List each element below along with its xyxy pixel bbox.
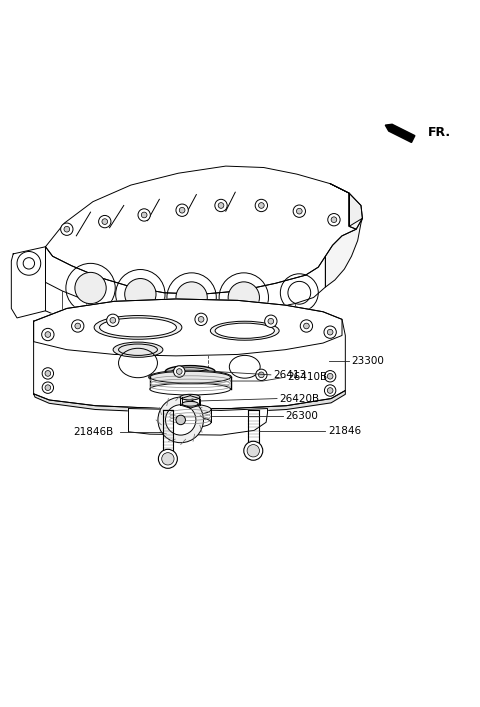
Circle shape bbox=[158, 397, 204, 443]
Ellipse shape bbox=[180, 395, 200, 400]
Circle shape bbox=[166, 404, 196, 435]
Circle shape bbox=[300, 320, 312, 332]
Circle shape bbox=[174, 366, 185, 378]
Text: 23300: 23300 bbox=[351, 356, 384, 366]
Circle shape bbox=[303, 323, 309, 329]
Text: FR.: FR. bbox=[427, 127, 451, 139]
Circle shape bbox=[328, 214, 340, 226]
Ellipse shape bbox=[149, 370, 232, 385]
Text: 26300: 26300 bbox=[285, 411, 318, 421]
Text: 26410B: 26410B bbox=[288, 372, 327, 382]
Text: 26420B: 26420B bbox=[279, 394, 320, 404]
Circle shape bbox=[324, 326, 336, 339]
Circle shape bbox=[45, 385, 51, 390]
Circle shape bbox=[45, 370, 51, 376]
Polygon shape bbox=[46, 247, 325, 315]
Polygon shape bbox=[12, 247, 46, 318]
Text: 26413: 26413 bbox=[273, 370, 306, 380]
Circle shape bbox=[102, 218, 108, 224]
Ellipse shape bbox=[113, 342, 163, 357]
Circle shape bbox=[42, 368, 54, 379]
Circle shape bbox=[327, 329, 333, 335]
Circle shape bbox=[42, 382, 54, 393]
Circle shape bbox=[255, 199, 267, 211]
Circle shape bbox=[247, 445, 260, 457]
Polygon shape bbox=[34, 299, 345, 409]
Ellipse shape bbox=[150, 383, 230, 395]
Circle shape bbox=[264, 315, 277, 327]
Ellipse shape bbox=[210, 321, 279, 340]
Circle shape bbox=[256, 369, 267, 380]
Circle shape bbox=[244, 441, 263, 460]
Circle shape bbox=[177, 368, 182, 375]
Ellipse shape bbox=[215, 323, 275, 339]
Circle shape bbox=[138, 209, 150, 221]
Circle shape bbox=[324, 370, 336, 382]
Text: 21846B: 21846B bbox=[73, 427, 113, 437]
Circle shape bbox=[327, 373, 333, 379]
Polygon shape bbox=[129, 409, 267, 435]
Polygon shape bbox=[34, 299, 342, 356]
Circle shape bbox=[141, 212, 147, 218]
Ellipse shape bbox=[150, 371, 230, 383]
Circle shape bbox=[268, 318, 274, 324]
Ellipse shape bbox=[182, 402, 198, 406]
Circle shape bbox=[195, 313, 207, 325]
Polygon shape bbox=[349, 193, 362, 229]
Circle shape bbox=[176, 415, 185, 425]
Circle shape bbox=[327, 387, 333, 393]
Circle shape bbox=[331, 217, 337, 223]
Circle shape bbox=[259, 372, 264, 378]
Text: 21846: 21846 bbox=[328, 426, 361, 436]
Circle shape bbox=[176, 282, 207, 313]
Ellipse shape bbox=[169, 417, 211, 428]
Circle shape bbox=[176, 204, 188, 216]
Circle shape bbox=[75, 323, 81, 329]
Circle shape bbox=[215, 199, 227, 211]
Circle shape bbox=[110, 317, 116, 323]
Circle shape bbox=[42, 328, 54, 341]
Ellipse shape bbox=[169, 404, 211, 415]
Circle shape bbox=[297, 209, 302, 214]
Polygon shape bbox=[46, 166, 362, 294]
Circle shape bbox=[75, 272, 106, 304]
Circle shape bbox=[293, 205, 305, 217]
Circle shape bbox=[107, 314, 119, 327]
Circle shape bbox=[179, 207, 185, 213]
Circle shape bbox=[72, 320, 84, 332]
Circle shape bbox=[198, 317, 204, 322]
Ellipse shape bbox=[165, 366, 215, 378]
Circle shape bbox=[125, 279, 156, 310]
Circle shape bbox=[45, 332, 51, 337]
Ellipse shape bbox=[99, 318, 177, 337]
Polygon shape bbox=[325, 184, 362, 287]
Ellipse shape bbox=[94, 315, 182, 339]
Circle shape bbox=[158, 450, 178, 468]
Polygon shape bbox=[169, 409, 211, 422]
Ellipse shape bbox=[172, 368, 209, 375]
Circle shape bbox=[218, 203, 224, 209]
Circle shape bbox=[64, 226, 70, 232]
Polygon shape bbox=[34, 390, 345, 412]
Polygon shape bbox=[150, 378, 230, 389]
Circle shape bbox=[60, 223, 73, 235]
Circle shape bbox=[228, 282, 260, 313]
Circle shape bbox=[324, 385, 336, 396]
Circle shape bbox=[162, 452, 174, 465]
FancyArrow shape bbox=[385, 124, 415, 142]
Circle shape bbox=[98, 216, 111, 228]
Circle shape bbox=[259, 203, 264, 209]
